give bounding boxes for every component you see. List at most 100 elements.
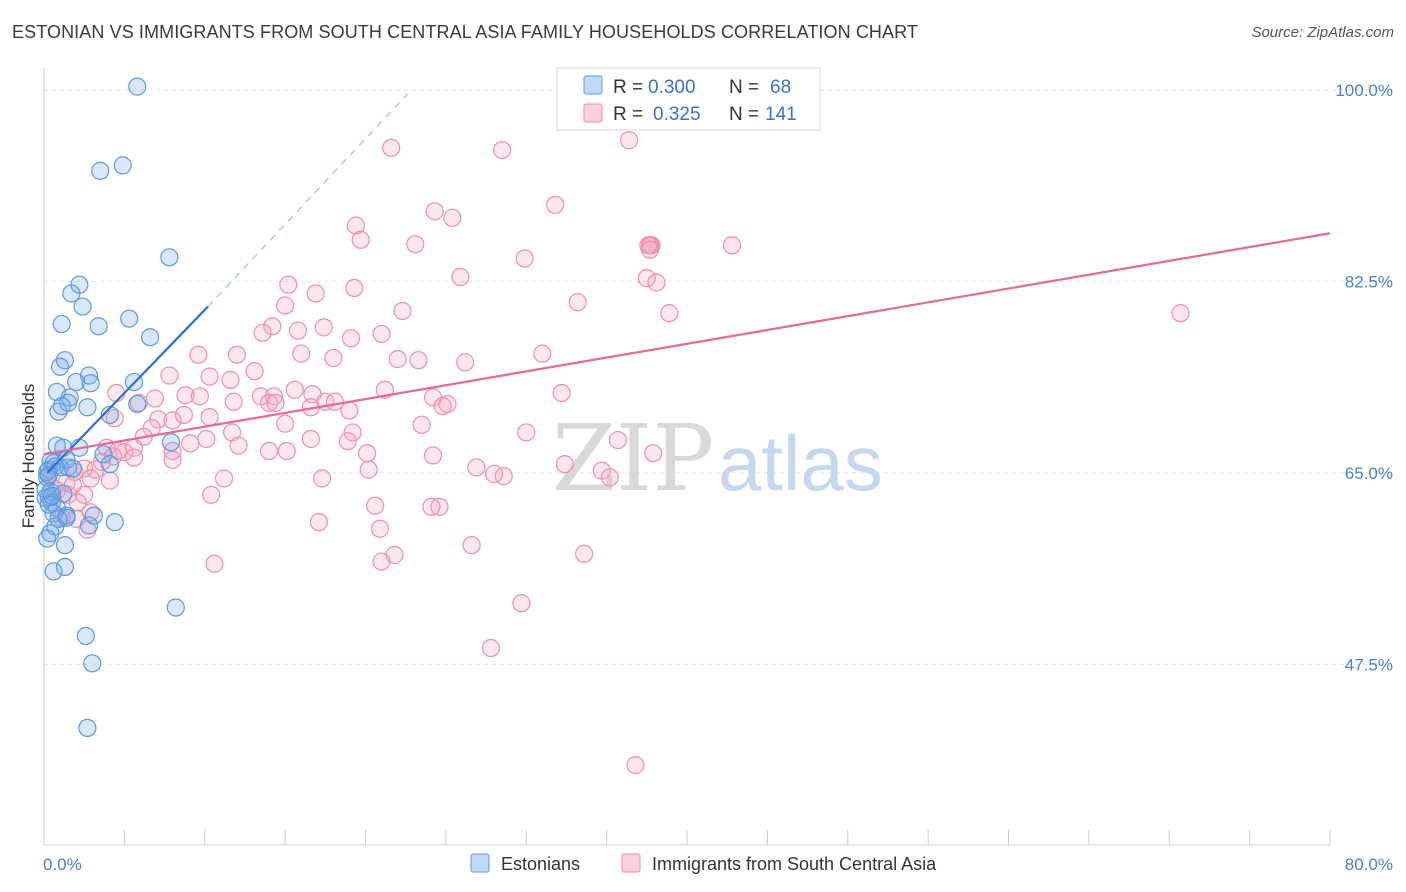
point-immigrants-47 (285, 380, 304, 399)
point-immigrants-5 (425, 202, 444, 221)
point-immigrants-31 (314, 318, 333, 337)
point-immigrants-106 (81, 469, 100, 488)
point-immigrants-124 (309, 513, 328, 532)
point-immigrants-125 (370, 519, 390, 538)
point-immigrants-90 (229, 436, 248, 455)
point-estonians-55 (41, 524, 60, 543)
point-immigrants-56 (190, 387, 210, 406)
point-immigrants-82 (338, 432, 357, 451)
point-estonians-6 (73, 297, 92, 316)
point-immigrants-40 (409, 351, 428, 370)
point-estonians-7 (120, 309, 139, 328)
point-immigrants-92 (277, 441, 296, 461)
point-immigrants-133 (481, 638, 500, 658)
point-immigrants-22 (345, 278, 364, 298)
trend-line-estonians (46, 305, 209, 474)
point-immigrants-55 (176, 386, 195, 405)
source-label: Source: ZipAtlas.com (1251, 24, 1394, 41)
watermark: ZIP atlas (552, 405, 883, 512)
legend-r-value-2: 0.325 (653, 104, 701, 125)
point-immigrants-97 (124, 448, 144, 467)
bottom-legend-label-immigrants: Immigrants from South Central Asia (652, 854, 937, 874)
point-estonians-58 (55, 557, 74, 577)
point-immigrants-26 (393, 301, 412, 321)
point-immigrants-94 (423, 446, 443, 465)
point-immigrants-67 (340, 401, 359, 420)
point-estonians-14 (67, 372, 86, 392)
point-immigrants-41 (189, 345, 208, 364)
point-immigrants-18 (637, 269, 656, 288)
point-immigrants-91 (259, 441, 279, 461)
point-immigrants-23 (306, 284, 325, 303)
point-immigrants-6 (443, 208, 462, 228)
point-estonians-56 (55, 536, 74, 555)
x-tick-label-left: 0.0% (43, 855, 82, 874)
point-immigrants-7 (346, 216, 365, 235)
point-immigrants-68 (174, 405, 193, 425)
point-immigrants-35 (533, 344, 552, 363)
point-estonians-49 (84, 506, 103, 525)
point-immigrants-4 (546, 195, 565, 214)
point-estonians-21 (78, 398, 97, 417)
legend-n-value-2: 141 (765, 104, 797, 125)
point-immigrants-70 (105, 409, 124, 428)
watermark-zip: ZIP (552, 405, 714, 512)
point-immigrants-109 (214, 469, 234, 488)
point-estonians-15 (81, 374, 100, 393)
point-immigrants-99 (467, 458, 486, 477)
point-immigrants-33 (341, 329, 361, 348)
point-immigrants-45 (200, 367, 219, 386)
point-immigrants-93 (358, 444, 377, 463)
point-estonians-66 (38, 529, 57, 548)
y-tick-label-1: 82.5% (1345, 272, 1393, 291)
legend-r-label-2: R = (613, 104, 643, 125)
watermark-atlas: atlas (718, 419, 883, 507)
x-ticks (43, 830, 1331, 845)
point-immigrants-54 (145, 389, 165, 408)
point-immigrants-24 (276, 296, 295, 315)
y-tick-labels: 100.0% 82.5% 65.0% 47.5% (1335, 81, 1393, 675)
point-immigrants-118 (202, 485, 221, 504)
point-estonians-1 (113, 156, 132, 175)
point-immigrants-119 (366, 496, 385, 515)
point-immigrants-3 (620, 131, 639, 150)
point-immigrants-84 (181, 434, 200, 453)
point-immigrants-37 (292, 344, 311, 363)
point-immigrants-100 (359, 460, 378, 479)
point-immigrants-129 (575, 544, 594, 563)
trend-lines (43, 93, 1331, 474)
point-immigrants-69 (200, 408, 219, 427)
point-immigrants-28 (1171, 304, 1190, 323)
legend-n-label-2: N = (729, 104, 759, 125)
point-immigrants-38 (324, 348, 343, 368)
point-immigrants-43 (456, 353, 475, 372)
y-tick-label-2: 65.0% (1345, 464, 1393, 483)
point-estonians-65 (39, 466, 58, 485)
legend-swatch-estonians (583, 75, 603, 95)
point-immigrants-21 (279, 275, 298, 294)
chart-title: ESTONIAN VS IMMIGRANTS FROM SOUTH CENTRA… (12, 22, 919, 42)
point-estonians-35 (100, 455, 120, 474)
point-immigrants-27 (660, 304, 679, 323)
point-immigrants-15 (722, 236, 742, 255)
point-estonians-60 (76, 626, 95, 646)
point-immigrants-83 (608, 430, 627, 450)
point-immigrants-53 (107, 383, 126, 403)
point-estonians-0 (128, 77, 147, 96)
point-immigrants-73 (276, 414, 295, 433)
point-immigrants-104 (555, 455, 574, 474)
point-immigrants-17 (515, 249, 534, 268)
legend-swatch-immigrants (583, 103, 603, 123)
trend-line-estonians-extension (207, 93, 408, 308)
legend-bottom: Estonians Immigrants from South Central … (470, 853, 937, 874)
point-immigrants-30 (288, 321, 308, 340)
bottom-legend-label-estonians: Estonians (501, 854, 580, 874)
point-immigrants-36 (227, 345, 246, 364)
point-immigrants-81 (301, 429, 320, 449)
point-estonians-8 (52, 314, 71, 334)
x-tick-label-right: 80.0% (1345, 855, 1393, 874)
point-immigrants-95 (644, 444, 663, 463)
point-estonians-12 (50, 357, 70, 376)
point-estonians-29 (161, 433, 181, 452)
point-immigrants-46 (221, 370, 240, 389)
